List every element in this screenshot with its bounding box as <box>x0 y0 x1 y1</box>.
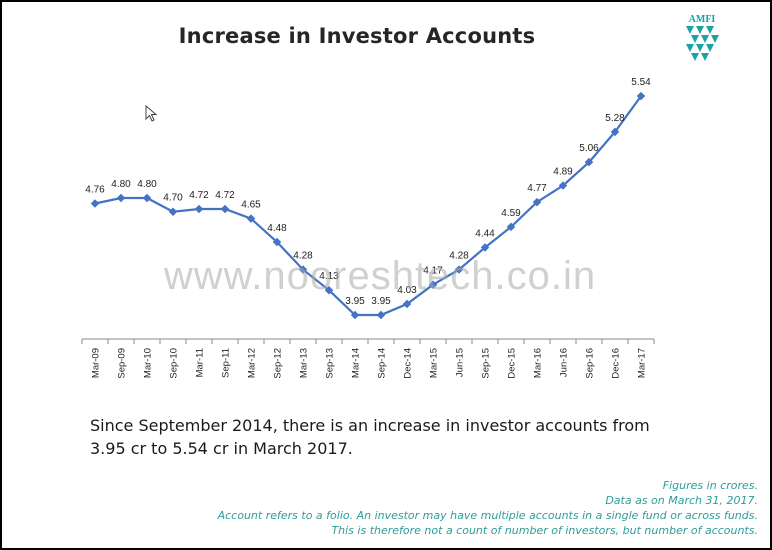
page-title: Increase in Investor Accounts <box>178 24 536 48</box>
data-point-mar-14 <box>350 310 360 320</box>
x-tick-label: Dec-16 <box>611 348 622 379</box>
data-label: 4.70 <box>163 193 183 204</box>
footnotes: Figures in crores. Data as on March 31, … <box>218 478 758 538</box>
amfi-logo-text: AMFI <box>689 14 716 25</box>
data-label: 4.65 <box>241 200 261 211</box>
line-chart: 4.76 4.80 4.80 4.70 4.72 4.72 4.65 4.48 4.28 4.13… <box>81 77 655 379</box>
footnote-1: Figures in crores. <box>662 479 758 492</box>
amfi-logo-mark <box>686 26 719 61</box>
data-label: 4.89 <box>553 167 573 178</box>
data-label: 4.72 <box>215 190 235 201</box>
x-tick-label: Sep-12 <box>273 348 284 379</box>
data-point-mar-15 <box>428 280 438 289</box>
data-label: 4.72 <box>189 190 209 201</box>
watermark: www.nooreshtech.co.in <box>163 254 597 298</box>
summary-text: Since September 2014, there is an increa… <box>90 416 650 458</box>
data-point-sep-15 <box>480 243 490 252</box>
x-tick-label: Dec-15 <box>507 348 518 379</box>
x-tick-label: Sep-11 <box>221 348 232 378</box>
data-point-sep-09 <box>116 193 126 203</box>
data-point-sep-11 <box>220 204 230 214</box>
data-point-sep-12 <box>272 237 282 247</box>
amfi-logo: AMFI <box>686 14 719 61</box>
x-tick-label: Sep-13 <box>325 348 336 379</box>
footnote-3: Account refers to a folio. An investor m… <box>217 509 758 522</box>
data-point-mar-10 <box>142 193 152 203</box>
data-point-dec-14 <box>402 299 412 309</box>
x-tick-label: Dec-14 <box>403 348 414 379</box>
x-tick-label: Mar-14 <box>351 348 362 378</box>
x-tick-label: Mar-12 <box>247 348 258 378</box>
data-point-mar-11 <box>194 204 204 214</box>
data-label: 4.59 <box>501 208 521 219</box>
data-label: 4.48 <box>267 223 287 234</box>
data-label: 3.95 <box>371 296 391 307</box>
data-label: 5.06 <box>579 143 599 154</box>
data-label: 3.95 <box>345 296 365 307</box>
mouse-cursor-icon <box>145 105 158 122</box>
data-point-mar-13 <box>298 265 308 274</box>
data-point-sep-14 <box>376 310 386 320</box>
data-point-sep-10 <box>168 207 178 216</box>
x-tick-label: Sep-14 <box>377 348 388 379</box>
data-label: 4.03 <box>397 285 417 296</box>
x-tick-label: Jun-15 <box>455 348 466 377</box>
x-tick-label: Jun-16 <box>559 348 570 377</box>
data-point-sep-13 <box>324 285 334 295</box>
x-tick-label: Mar-10 <box>143 348 154 378</box>
data-label: 4.76 <box>85 184 105 195</box>
x-tick-label: Sep-15 <box>481 348 492 379</box>
x-tick-label: Mar-15 <box>429 348 440 378</box>
x-tick-label: Sep-10 <box>169 348 180 379</box>
x-tick-label: Mar-16 <box>533 348 544 378</box>
series-line <box>94 95 642 317</box>
data-label: 4.77 <box>527 183 547 194</box>
data-point-mar-09 <box>90 199 100 208</box>
data-label: 4.28 <box>449 251 469 262</box>
x-tick-label: Sep-16 <box>585 348 596 379</box>
footnote-2: Data as on March 31, 2017. <box>605 494 758 507</box>
data-label: 4.80 <box>137 179 157 190</box>
x-tick-label: Sep-09 <box>117 348 128 379</box>
data-label: 4.80 <box>111 179 131 190</box>
data-label: 5.28 <box>605 113 625 124</box>
data-label: 4.17 <box>423 266 443 277</box>
x-tick-label: Mar-09 <box>91 348 102 378</box>
footnote-4: This is therefore not a count of number … <box>331 524 758 537</box>
data-point-jun-15 <box>454 265 464 274</box>
x-tick-label: Mar-17 <box>637 348 648 378</box>
data-label: 4.13 <box>319 271 339 282</box>
x-tick-label: Mar-13 <box>299 348 310 378</box>
data-label: 4.44 <box>475 229 495 240</box>
data-label: 4.28 <box>293 251 313 262</box>
x-tick-label: Mar-11 <box>195 348 206 377</box>
data-point-mar-12 <box>246 214 256 223</box>
data-label: 5.54 <box>631 77 651 88</box>
